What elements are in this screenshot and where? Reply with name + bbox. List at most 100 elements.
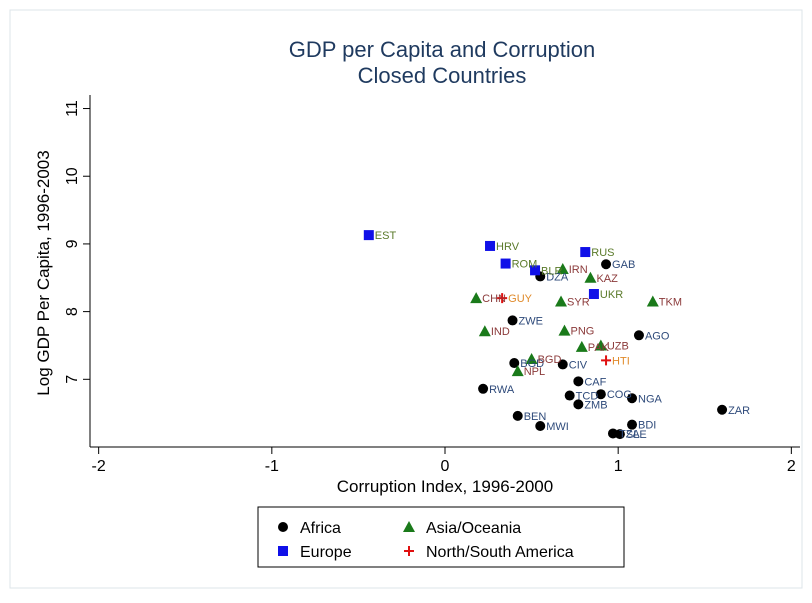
data-point-sle	[614, 429, 625, 440]
data-point-ukr	[588, 289, 599, 300]
point-label-uzb: UZB	[607, 340, 629, 352]
point-label-kaz: KAZ	[596, 273, 618, 285]
data-point-tcd	[564, 390, 575, 401]
point-label-rom: ROM	[512, 259, 538, 271]
point-label-syr: SYR	[567, 296, 590, 308]
point-label-rwa: RWA	[489, 384, 515, 396]
point-label-cog: COG	[607, 389, 632, 401]
data-point-tkm	[646, 295, 659, 307]
legend-marker-3	[404, 546, 414, 556]
y-axis-label: Log GDP Per Capita, 1996-2003	[34, 150, 53, 395]
data-point-zwe	[507, 315, 518, 326]
point-label-ago: AGO	[645, 330, 670, 342]
legend: Africa Asia/Oceania Europe North/South Amer…	[257, 506, 625, 568]
graph-region	[9, 9, 803, 589]
chart-title: GDP per Capita and Corruption	[289, 37, 596, 62]
point-label-nga: NGA	[638, 393, 663, 405]
data-point-uzb	[594, 339, 607, 351]
data-point-bgd	[509, 358, 520, 369]
y-tick-label: 10	[64, 167, 81, 185]
legend-label-0: Africa	[300, 520, 341, 537]
point-label-gab: GAB	[612, 259, 635, 271]
y-tick-label: 8	[64, 307, 81, 316]
point-label-rus: RUS	[591, 247, 614, 259]
y-tick-label: 7	[64, 375, 81, 384]
data-point-caf	[573, 376, 584, 387]
data-point-kaz	[584, 271, 597, 283]
legend-marker-0	[278, 522, 288, 532]
data-point-guy	[497, 293, 508, 304]
point-label-chn: CHN	[482, 293, 506, 305]
legend-marker-1	[403, 521, 415, 532]
point-label-zar: ZAR	[728, 405, 750, 417]
data-point-rus	[580, 247, 591, 258]
legend-label-1: Asia/Oceania	[426, 520, 521, 537]
point-label-dza: DZA	[546, 271, 569, 283]
point-label-png: PNG	[570, 326, 594, 338]
point-label-bgd: BGD	[538, 354, 562, 366]
data-point-bdi	[627, 419, 638, 430]
legend-box	[257, 506, 625, 568]
data-point-ago	[633, 330, 644, 341]
data-point-png	[558, 324, 571, 336]
point-label-bgd: BGD	[520, 358, 544, 370]
point-label-ukr: UKR	[600, 289, 623, 301]
point-label-ben: BEN	[524, 411, 547, 423]
data-point-pak	[575, 340, 588, 352]
point-label-est: EST	[375, 230, 397, 242]
y-tick-label: 11	[64, 100, 81, 117]
point-labels: GAB DZA ZWE AGO BGD CIV CAF RWA TCD COG NGA ZMB BENM…	[375, 230, 750, 441]
point-label-hti: HTI	[612, 355, 630, 367]
data-point-ben	[512, 410, 523, 421]
point-label-hrv: HRV	[496, 241, 520, 253]
point-label-pak: PAK	[588, 342, 610, 354]
point-label-mwi: MWI	[546, 421, 569, 433]
data-point-irn	[556, 262, 569, 274]
data-point-syr	[555, 295, 568, 307]
legend-marker-2	[278, 546, 288, 556]
point-label-blr: BLR	[541, 265, 562, 277]
data-point-hti	[601, 355, 612, 366]
data-point-est	[363, 230, 374, 241]
point-label-ind: IND	[491, 326, 510, 338]
data-point-hrv	[485, 240, 496, 251]
point-label-irn: IRN	[569, 264, 588, 276]
point-label-tza: TZA	[619, 428, 640, 440]
data-point-rom	[500, 258, 511, 269]
data-point-zmb	[573, 399, 584, 410]
point-label-tkm: TKM	[659, 296, 682, 308]
point-label-zmb: ZMB	[584, 399, 607, 411]
data-point-chn	[470, 292, 483, 304]
data-point-nga	[627, 393, 638, 404]
data-point-mwi	[535, 421, 546, 432]
data-point-bgd	[525, 353, 538, 364]
legend-label-2: Europe	[300, 544, 352, 561]
x-tick-label: 2	[787, 458, 796, 475]
x-tick-label: 1	[614, 458, 623, 475]
data-marks	[363, 230, 728, 440]
data-point-civ	[557, 359, 568, 370]
y-tick-label: 9	[64, 239, 81, 248]
data-point-blr	[530, 265, 541, 276]
point-label-zwe: ZWE	[519, 315, 543, 327]
point-label-npl: NPL	[524, 366, 545, 378]
data-point-zar	[717, 404, 728, 415]
axes: -2 -1 0 1 2 7 8 9 10 11	[64, 95, 800, 475]
x-tick-label: -2	[92, 458, 106, 475]
point-label-civ: CIV	[569, 359, 588, 371]
data-point-gab	[601, 259, 612, 270]
legend-label-3: North/South America	[426, 544, 574, 561]
chart-subtitle: Closed Countries	[358, 63, 527, 88]
point-label-guy: GUY	[508, 293, 533, 305]
x-tick-label: -1	[265, 458, 279, 475]
data-point-ind	[478, 325, 491, 337]
x-tick-label: 0	[441, 458, 450, 475]
data-point-npl	[511, 365, 524, 377]
data-point-rwa	[478, 383, 489, 394]
point-label-tcd: TCD	[576, 391, 599, 403]
point-label-bdi: BDI	[638, 420, 656, 432]
point-label-sle: SLE	[626, 429, 647, 441]
data-point-cog	[595, 389, 606, 400]
